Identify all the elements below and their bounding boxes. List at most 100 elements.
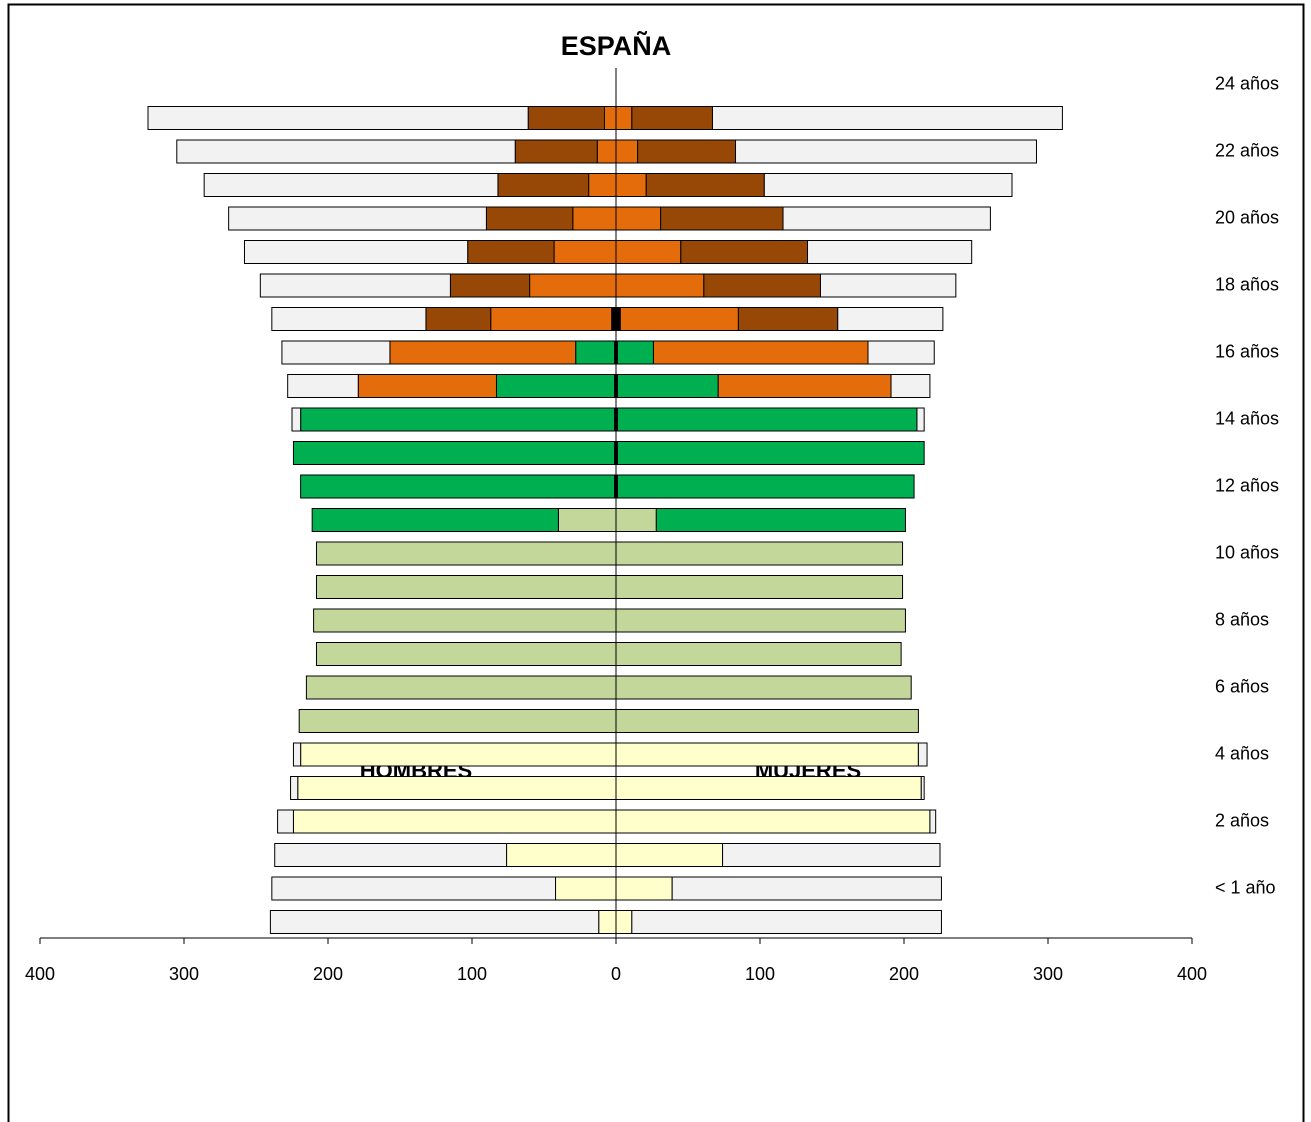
bar-segment — [557, 508, 617, 532]
bar-segment — [596, 139, 617, 164]
bar-segment — [389, 340, 577, 365]
bar-segment — [616, 407, 918, 432]
bar-segment — [837, 307, 944, 331]
bar-segment — [315, 575, 617, 599]
bar-segment — [615, 139, 639, 164]
bar-segment — [615, 240, 682, 264]
bar-segment — [735, 139, 1037, 164]
bar-segment — [615, 273, 705, 298]
y-tick-label: 18 años — [1215, 274, 1279, 294]
bar-segment — [485, 206, 574, 231]
bar-segment — [819, 273, 957, 298]
bar-segment — [917, 742, 928, 767]
x-tick-label: 300 — [1033, 964, 1063, 984]
bar-segment — [655, 508, 906, 532]
bar-segment — [291, 407, 302, 432]
bar-segment — [274, 843, 508, 867]
bar-segment — [616, 441, 925, 465]
bar-segment — [711, 106, 1063, 130]
bar-segment — [603, 106, 617, 130]
bar-segment — [615, 776, 922, 800]
y-tick-label: 2 años — [1215, 810, 1269, 830]
bar-segment — [652, 340, 869, 365]
chart-title: ESPAÑA — [561, 30, 672, 61]
bar-segment — [300, 474, 616, 499]
y-tick-label: < 1 año — [1215, 877, 1276, 897]
bar-segment — [176, 139, 516, 164]
bar-segment — [660, 206, 784, 231]
bar-segment — [619, 307, 739, 331]
bar-segment — [281, 340, 391, 365]
bar-segment — [290, 776, 299, 800]
bar-segment — [680, 240, 809, 264]
x-tick-label: 400 — [25, 964, 55, 984]
bar-segment — [920, 776, 925, 800]
bar-segment — [553, 240, 617, 264]
bar-segment — [703, 273, 821, 298]
bar-segment — [467, 240, 555, 264]
bar-segment — [615, 742, 919, 767]
bar-segment — [575, 340, 616, 365]
y-tick-label: 24 años — [1215, 73, 1279, 93]
bar-segment — [615, 843, 724, 867]
y-tick-label: 6 años — [1215, 676, 1269, 696]
bar-segment — [315, 541, 617, 566]
x-tick-label: 0 — [611, 964, 621, 984]
x-tick-label: 300 — [169, 964, 199, 984]
bar-segment — [490, 307, 613, 331]
x-tick-label: 200 — [313, 964, 343, 984]
bar-segment — [271, 876, 557, 901]
bar-segment — [298, 709, 617, 733]
x-tick-label: 400 — [1177, 964, 1207, 984]
bar-segment — [598, 910, 617, 934]
bar-segment — [807, 240, 973, 264]
bar-segment — [645, 173, 765, 197]
bar-segment — [357, 374, 497, 398]
bar-segment — [300, 407, 616, 432]
bar-segment — [615, 307, 621, 331]
bar-segment — [615, 675, 912, 700]
bar-segment — [616, 374, 719, 398]
bar-segment — [277, 809, 294, 834]
bar-segment — [615, 709, 919, 733]
bar-segment — [259, 273, 451, 298]
bar-segment — [269, 910, 600, 934]
bar-segment — [631, 106, 713, 130]
bar-segment — [782, 206, 991, 231]
bar-segment — [292, 809, 617, 834]
bar-segment — [313, 608, 617, 633]
bar-segment — [615, 876, 673, 901]
bar-segment — [588, 173, 617, 197]
bar-segment — [203, 173, 499, 197]
y-tick-label: 14 años — [1215, 408, 1279, 428]
bar-segment — [271, 307, 427, 331]
bar-segment — [315, 642, 617, 666]
bar-segment — [611, 307, 617, 331]
bar-segment — [425, 307, 492, 331]
bar-segment — [305, 675, 617, 700]
bar-segment — [243, 240, 469, 264]
bar-segment — [292, 742, 302, 767]
bar-segment — [449, 273, 531, 298]
bar-segment — [737, 307, 839, 331]
bar-segment — [514, 139, 598, 164]
bar-segment — [615, 106, 633, 130]
bar-segment — [916, 407, 925, 432]
bar-segment — [555, 876, 617, 901]
chart-border — [7, 3, 1305, 1122]
y-tick-label: 12 años — [1215, 475, 1279, 495]
bar-segment — [890, 374, 931, 398]
bar-segment — [615, 206, 662, 231]
y-tick-label: 4 años — [1215, 743, 1269, 763]
y-tick-label: 22 años — [1215, 140, 1279, 160]
bar-segment — [615, 541, 904, 566]
bar-segment — [495, 374, 616, 398]
bar-segment — [615, 642, 902, 666]
y-tick-label: 16 años — [1215, 341, 1279, 361]
bar-segment — [497, 173, 590, 197]
y-tick-label: 10 años — [1215, 542, 1279, 562]
x-tick-label: 100 — [745, 964, 775, 984]
y-tick-label: 8 años — [1215, 609, 1269, 629]
bar-segment — [671, 876, 942, 901]
